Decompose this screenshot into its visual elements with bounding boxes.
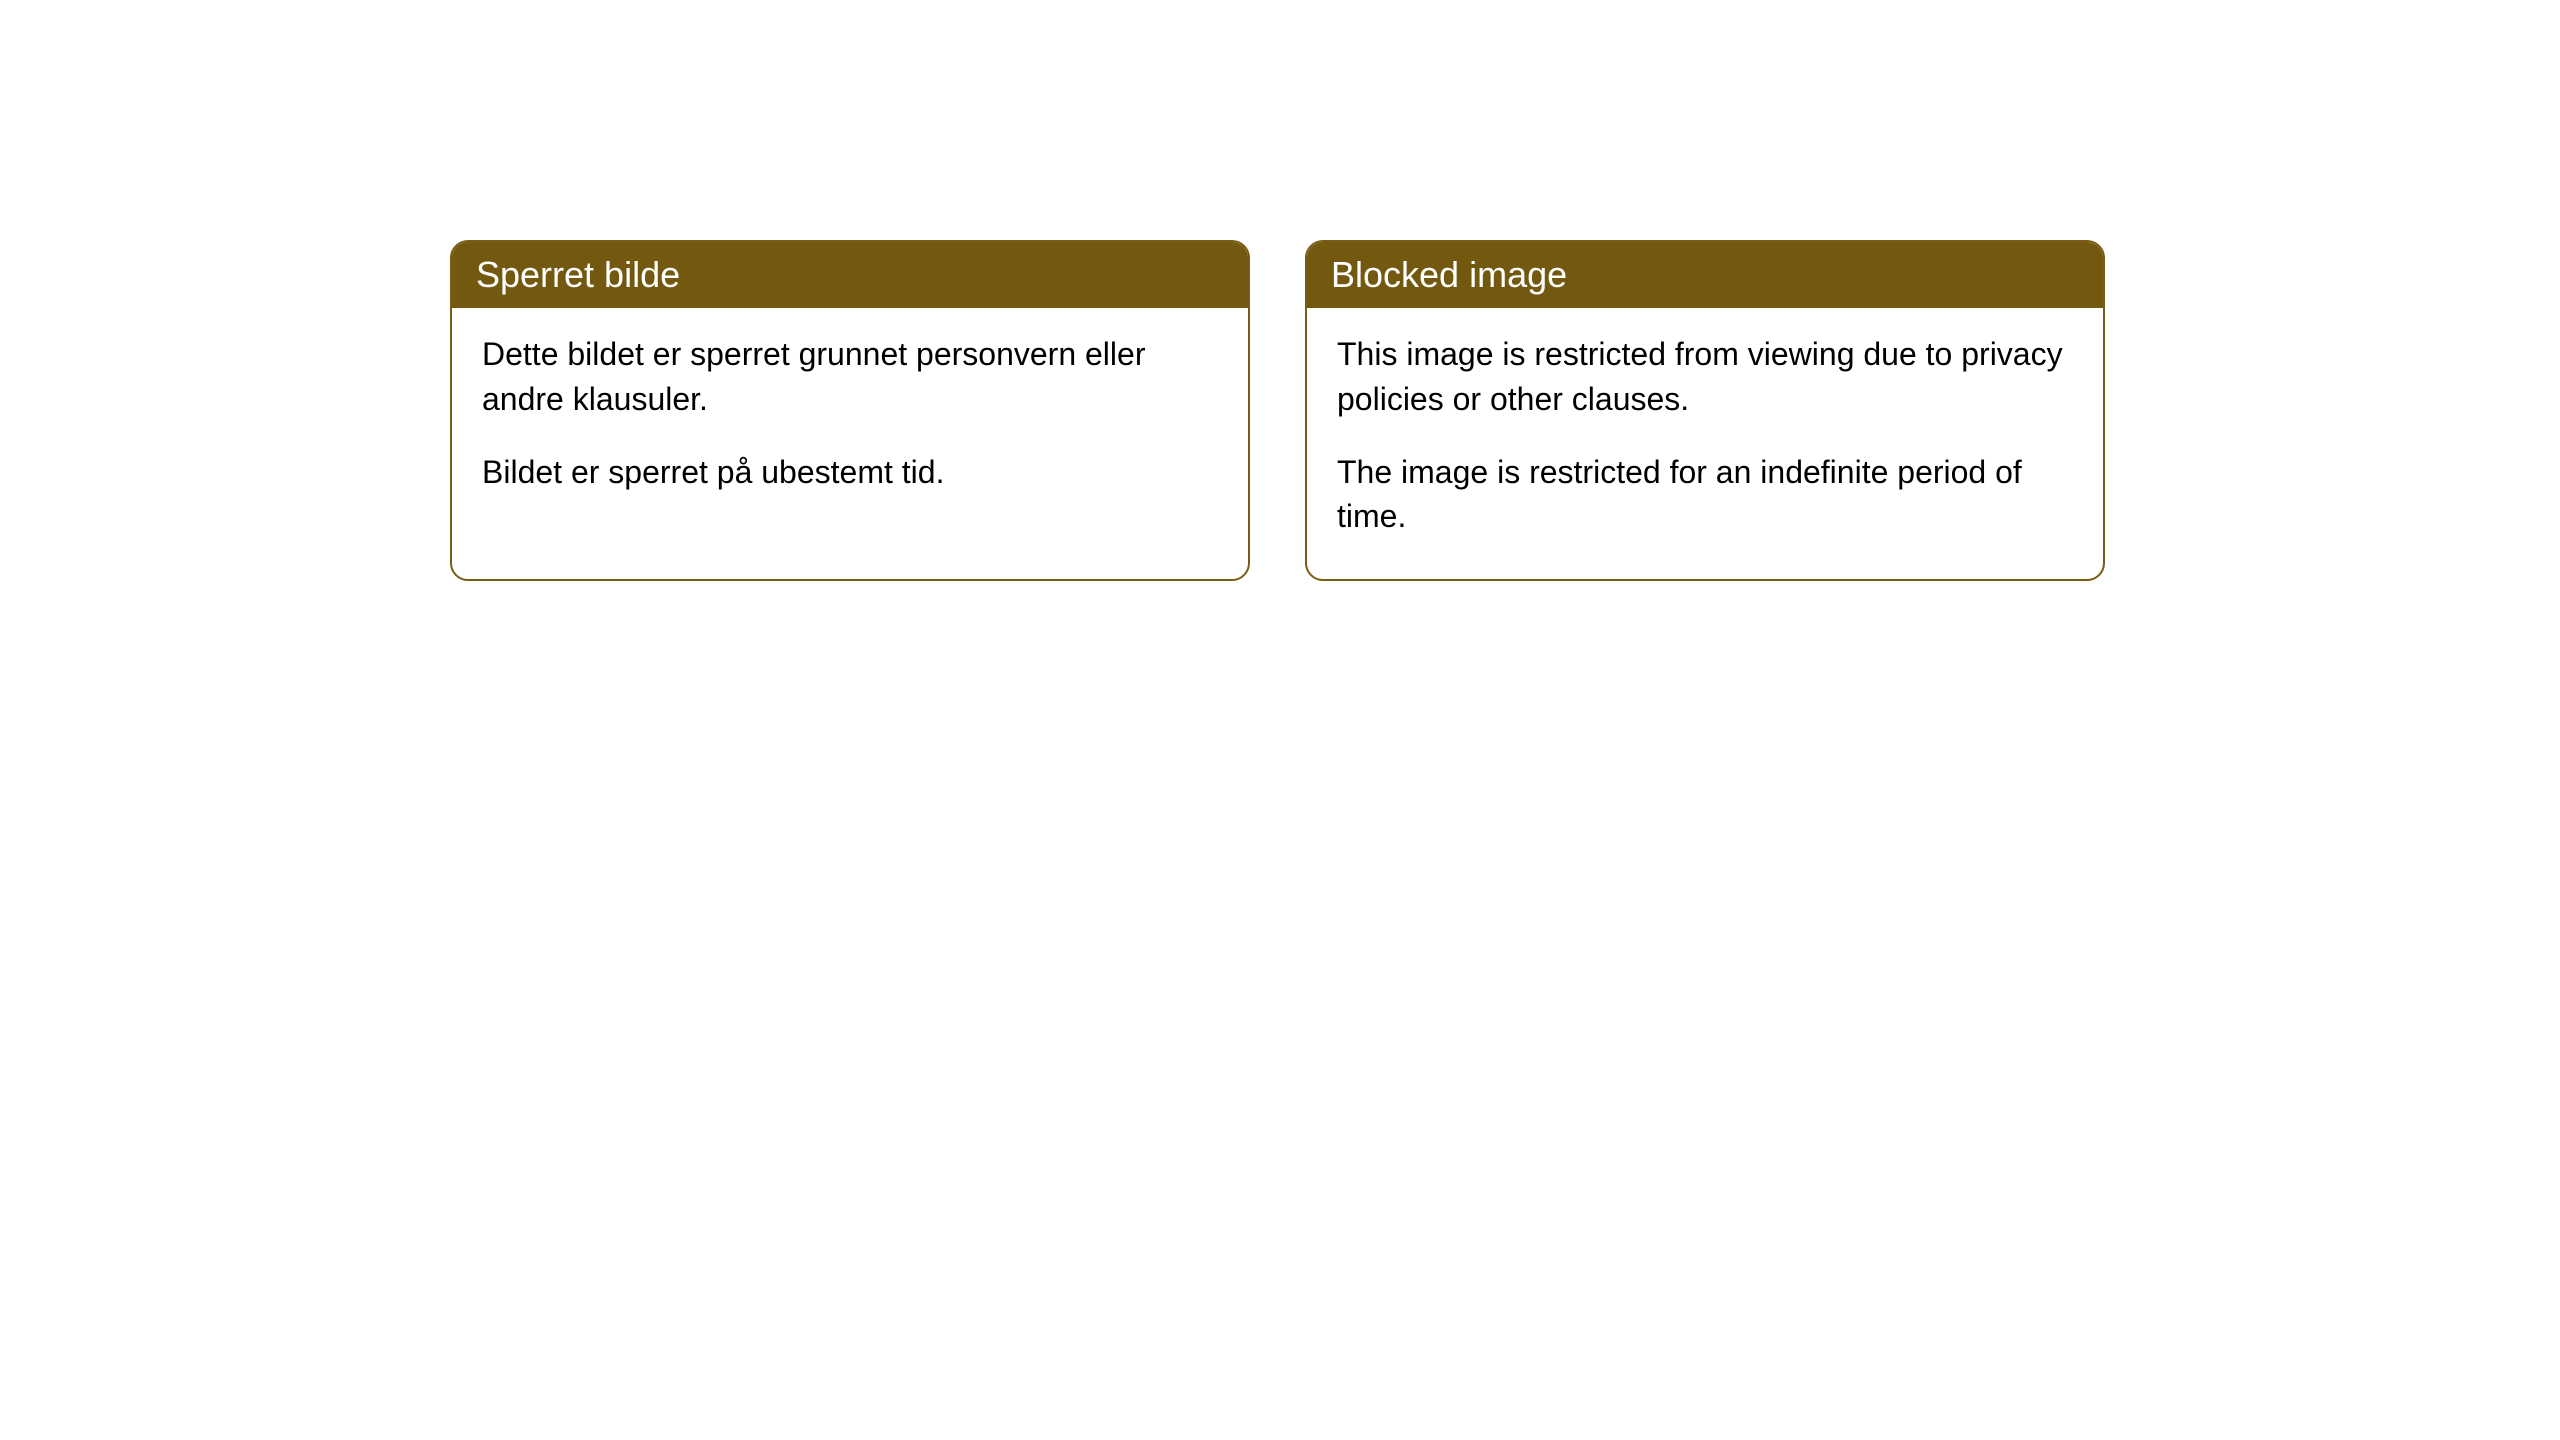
- card-header: Sperret bilde: [452, 242, 1248, 308]
- card-paragraph-1: Dette bildet er sperret grunnet personve…: [482, 332, 1218, 422]
- card-paragraph-2: The image is restricted for an indefinit…: [1337, 450, 2073, 540]
- card-title: Sperret bilde: [476, 254, 680, 295]
- blocked-image-card-english: Blocked image This image is restricted f…: [1305, 240, 2105, 581]
- card-body: This image is restricted from viewing du…: [1307, 308, 2103, 579]
- cards-container: Sperret bilde Dette bildet er sperret gr…: [0, 0, 2560, 581]
- card-paragraph-1: This image is restricted from viewing du…: [1337, 332, 2073, 422]
- card-title: Blocked image: [1331, 254, 1567, 295]
- blocked-image-card-norwegian: Sperret bilde Dette bildet er sperret gr…: [450, 240, 1250, 581]
- card-paragraph-2: Bildet er sperret på ubestemt tid.: [482, 450, 1218, 495]
- card-body: Dette bildet er sperret grunnet personve…: [452, 308, 1248, 534]
- card-header: Blocked image: [1307, 242, 2103, 308]
